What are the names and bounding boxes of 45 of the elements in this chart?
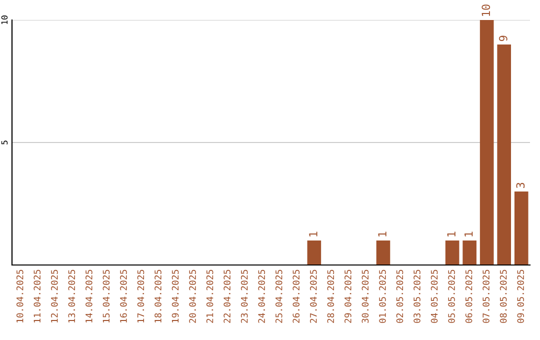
x-tick-label: 15.04.2025 xyxy=(102,270,110,322)
data-label: 9 xyxy=(498,36,508,42)
x-tick-label: 08.05.2025 xyxy=(500,270,507,323)
data-label: 1 xyxy=(464,232,473,236)
x-tick-label: 16.04.2025 xyxy=(120,270,127,322)
x-tick-label: 09.05.2025 xyxy=(517,270,524,323)
x-tick-label: 20.04.2025 xyxy=(189,270,196,323)
x-tick-label: 28.04.2025 xyxy=(327,270,334,323)
bar xyxy=(445,240,460,265)
data-label: 1 xyxy=(309,232,318,236)
x-tick-label: 04.05.2025 xyxy=(430,270,438,323)
data-label: 1 xyxy=(378,232,386,236)
x-tick-label: 27.04.2025 xyxy=(310,270,317,323)
x-tick-label: 25.04.2025 xyxy=(275,270,282,323)
data-label: 10 xyxy=(482,4,490,16)
x-tick-label: 02.05.2025 xyxy=(396,270,404,323)
data-label: 1 xyxy=(447,232,456,236)
x-tick-label: 05.05.2025 xyxy=(448,270,455,323)
x-tick-label: 24.04.2025 xyxy=(258,270,266,323)
x-tick-label: 22.04.2025 xyxy=(224,270,230,323)
x-tick-label: 13.04.2025 xyxy=(68,270,76,322)
bar xyxy=(497,44,512,265)
x-tick-label: 14.04.2025 xyxy=(86,270,92,322)
x-tick-label: 19.04.2025 xyxy=(172,270,179,322)
bar xyxy=(514,192,528,265)
x-tick-label: 29.04.2025 xyxy=(344,270,352,323)
x-tick-label: 07.05.2025 xyxy=(482,270,490,323)
x-tick-label: 21.04.2025 xyxy=(206,270,214,323)
bar xyxy=(480,20,494,265)
y-tick-label: 5 xyxy=(1,140,8,144)
x-tick-label: 06.05.2025 xyxy=(465,270,472,323)
x-tick-label: 10.04.2025 xyxy=(16,270,24,322)
x-tick-label: 03.05.2025 xyxy=(414,270,420,323)
x-tick-label: 11.04.2025 xyxy=(34,270,41,322)
bar xyxy=(307,240,322,265)
bar xyxy=(376,240,390,265)
x-tick-label: 26.04.2025 xyxy=(292,270,300,323)
x-tick-label: 01.05.2025 xyxy=(379,270,386,323)
x-tick-label: 18.04.2025 xyxy=(154,270,162,322)
x-tick-label: 30.04.2025 xyxy=(362,270,369,323)
data-label: 3 xyxy=(516,182,525,188)
bar xyxy=(462,240,476,265)
x-tick-label: 12.04.2025 xyxy=(50,270,58,322)
x-tick-label: 17.04.2025 xyxy=(137,270,144,322)
x-tick-label: 23.04.2025 xyxy=(240,270,248,323)
